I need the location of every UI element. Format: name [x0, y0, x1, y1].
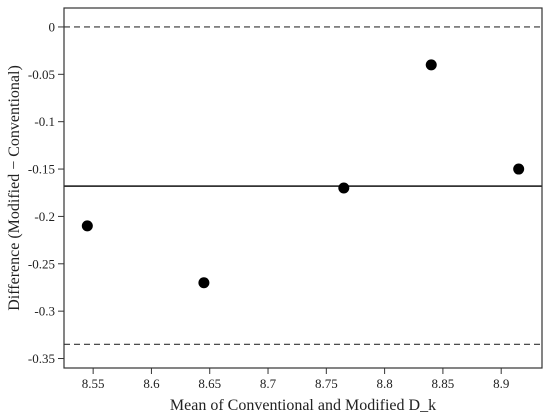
- x-tick-label: 8.9: [493, 376, 509, 391]
- data-point-2: [198, 277, 210, 289]
- x-axis-ticks: 8.55 8.6 8.65 8.7 8.75 8.8 8.85 8.9: [82, 368, 509, 391]
- y-axis-ticks: 0 -0.05 -0.1 -0.15 -0.2 -0.25 -0.3 -0.35: [28, 19, 64, 366]
- data-points: [81, 59, 525, 289]
- y-tick-label: -0.2: [34, 209, 55, 224]
- data-point-5: [513, 163, 525, 175]
- x-axis-title: Mean of Conventional and Modified D_k: [170, 397, 436, 414]
- y-tick-label: -0.35: [28, 351, 55, 366]
- reference-lines: [64, 26, 542, 345]
- x-tick-label: 8.75: [315, 376, 338, 391]
- x-tick-label: 8.6: [143, 376, 160, 391]
- y-tick-label: -0.25: [28, 256, 55, 271]
- y-tick-label: -0.05: [28, 67, 55, 82]
- y-tick-label: 0: [49, 19, 56, 34]
- y-tick-label: -0.1: [34, 114, 55, 129]
- y-tick-label: -0.15: [28, 162, 55, 177]
- x-tick-label: 8.7: [260, 376, 277, 391]
- data-point-3: [338, 182, 350, 194]
- x-tick-label: 8.55: [82, 376, 105, 391]
- x-tick-label: 8.8: [376, 376, 392, 391]
- plot-frame: [63, 7, 543, 369]
- data-point-4: [425, 59, 437, 71]
- x-tick-label: 8.65: [198, 376, 221, 391]
- data-point-1: [81, 220, 93, 232]
- y-axis-title: Difference (Modified − Conventional): [6, 65, 23, 311]
- y-tick-label: -0.3: [34, 304, 55, 319]
- x-tick-label: 8.85: [432, 376, 455, 391]
